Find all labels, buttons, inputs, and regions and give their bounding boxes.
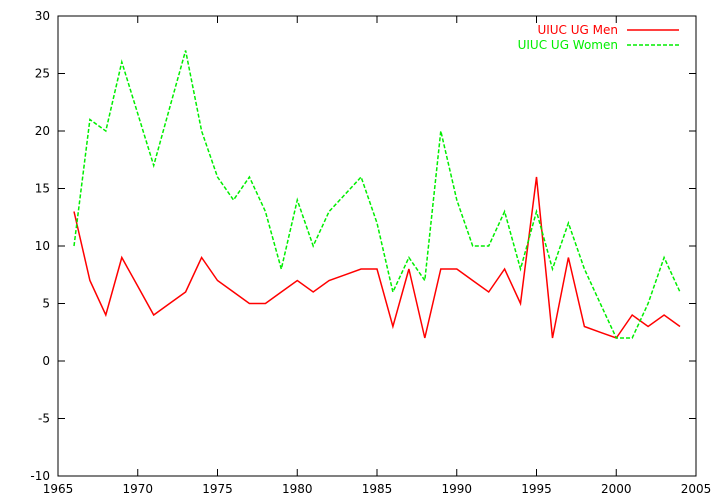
x-tick-label: 1985 <box>362 482 393 496</box>
y-tick-label: -5 <box>38 412 50 426</box>
x-tick-label: 1975 <box>202 482 233 496</box>
x-tick-label: 2005 <box>681 482 712 496</box>
x-tick-labels: 1965 1970 1975 1980 1985 1990 1995 2000 2005 <box>43 482 712 496</box>
x-tick-label: 2000 <box>601 482 632 496</box>
y-tick-label: -10 <box>30 469 50 483</box>
series-lines <box>73 50 681 339</box>
axis-ticks <box>57 15 697 477</box>
y-tick-label: 30 <box>35 9 50 23</box>
y-tick-label: 15 <box>35 182 50 196</box>
x-tick-label: 1995 <box>521 482 552 496</box>
x-tick-label: 1990 <box>441 482 472 496</box>
x-tick-label: 1980 <box>282 482 313 496</box>
y-tick-label: 0 <box>42 354 50 368</box>
y-tick-label: 5 <box>42 297 50 311</box>
y-tick-label: 10 <box>35 239 50 253</box>
x-tick-label: 1965 <box>43 482 74 496</box>
y-tick-label: 25 <box>35 67 50 81</box>
x-tick-label: 1970 <box>122 482 153 496</box>
series-line-uiuc-ug-men <box>73 176 681 339</box>
plot-frame <box>57 15 697 477</box>
series-line-uiuc-ug-women <box>73 50 681 339</box>
legend-label-uiuc-ug-men: UIUC UG Men <box>537 23 618 37</box>
y-tick-label: 20 <box>35 124 50 138</box>
y-tick-labels: -10 -5 0 5 10 15 20 25 30 <box>30 9 50 483</box>
legend-label-uiuc-ug-women: UIUC UG Women <box>518 38 618 52</box>
